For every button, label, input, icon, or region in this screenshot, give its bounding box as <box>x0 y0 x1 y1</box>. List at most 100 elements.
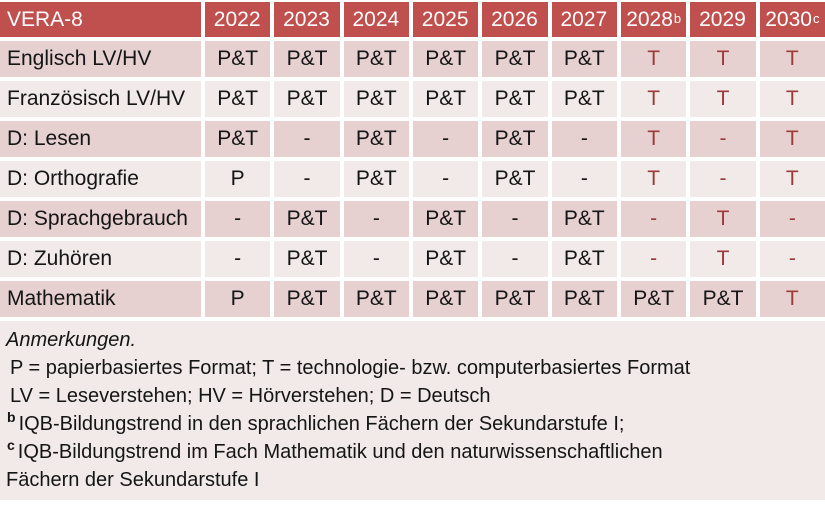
cell: P&T <box>551 241 617 277</box>
table-row-englisch: Englisch LV/HV P&T P&T P&T P&T P&T P&T T… <box>0 41 825 77</box>
row-label: D: Sprachgebrauch <box>0 201 201 237</box>
year-header-2027: 2027 <box>551 2 617 37</box>
cell: T <box>759 161 825 197</box>
year-label: 2024 <box>352 7 400 31</box>
cell: T <box>690 41 756 77</box>
table-title: VERA-8 <box>0 2 201 37</box>
cell: - <box>759 201 825 237</box>
year-header-2028: 2028 b <box>621 2 687 37</box>
table-row-franzoesisch: Französisch LV/HV P&T P&T P&T P&T P&T P&… <box>0 81 825 117</box>
year-label: 2028 <box>626 7 673 31</box>
cell: P&T <box>343 41 409 77</box>
notes-heading: Anmerkungen. <box>6 329 137 351</box>
cell: P&T <box>413 241 479 277</box>
row-label: Französisch LV/HV <box>0 81 201 117</box>
cell: P&T <box>413 201 479 237</box>
note-superscript: c <box>7 437 15 454</box>
cell: - <box>759 241 825 277</box>
cell: - <box>205 241 271 277</box>
cell: - <box>205 201 271 237</box>
cell: - <box>690 121 756 157</box>
table-row-d-lesen: D: Lesen P&T - P&T - P&T - T - T <box>0 121 825 157</box>
cell: P&T <box>551 81 617 117</box>
cell: P&T <box>274 41 340 77</box>
cell: - <box>551 161 617 197</box>
note-text: P = papierbasiertes Format; T = technolo… <box>10 357 691 379</box>
cell: P&T <box>343 121 409 157</box>
note-line-abbreviations: LV = Leseverstehen; HV = Hörverstehen; D… <box>6 382 721 410</box>
table-header-row: VERA-8 2022 2023 2024 2025 2026 2027 202… <box>0 2 825 37</box>
cell: - <box>274 161 340 197</box>
cell: P&T <box>343 161 409 197</box>
cell: P&T <box>482 281 548 317</box>
cell: - <box>690 161 756 197</box>
cell: P&T <box>343 281 409 317</box>
table-row-d-orthografie: D: Orthografie P - P&T - P&T - T - T <box>0 161 825 197</box>
cell: P&T <box>205 41 271 77</box>
row-label: D: Orthografie <box>0 161 201 197</box>
year-label: 2030 <box>765 7 812 31</box>
year-label: 2029 <box>699 7 746 31</box>
cell: - <box>621 201 687 237</box>
cell: P&T <box>413 281 479 317</box>
cell: T <box>690 201 756 237</box>
cell: - <box>482 241 548 277</box>
year-header-2022: 2022 <box>205 2 271 37</box>
cell: - <box>413 161 479 197</box>
cell: P&T <box>413 81 479 117</box>
year-header-2024: 2024 <box>343 2 409 37</box>
cell: T <box>759 281 825 317</box>
cell: - <box>274 121 340 157</box>
cell: P&T <box>551 201 617 237</box>
note-text: LV = Leseverstehen; HV = Hörverstehen; D… <box>10 385 491 407</box>
note-line-formats: P = papierbasiertes Format; T = technolo… <box>6 354 721 382</box>
cell: T <box>759 81 825 117</box>
year-label: 2023 <box>283 7 330 31</box>
year-header-2029: 2029 <box>690 2 756 37</box>
cell: P&T <box>551 281 617 317</box>
cell: - <box>343 241 409 277</box>
cell: - <box>343 201 409 237</box>
table-notes: Anmerkungen. P = papierbasiertes Format;… <box>0 321 825 500</box>
cell: P&T <box>274 281 340 317</box>
table-row-d-sprachgebrauch: D: Sprachgebrauch - P&T - P&T - P&T - T … <box>0 201 825 237</box>
cell: P&T <box>482 121 548 157</box>
row-label: D: Zuhören <box>0 241 201 277</box>
cell: P&T <box>205 121 271 157</box>
cell: - <box>413 121 479 157</box>
cell: P&T <box>482 161 548 197</box>
cell: - <box>621 241 687 277</box>
cell: P&T <box>413 41 479 77</box>
cell: T <box>759 41 825 77</box>
cell: P&T <box>274 201 340 237</box>
table-row-d-zuhoeren: D: Zuhören - P&T - P&T - P&T - T - <box>0 241 825 277</box>
cell: P&T <box>690 281 756 317</box>
cell: - <box>482 201 548 237</box>
row-label: Mathematik <box>0 281 201 317</box>
year-label: 2027 <box>560 7 608 31</box>
table-row-mathematik: Mathematik P P&T P&T P&T P&T P&T P&T P&T… <box>0 281 825 317</box>
cell: P&T <box>482 41 548 77</box>
year-header-2026: 2026 <box>482 2 548 37</box>
year-header-2023: 2023 <box>274 2 340 37</box>
cell: P&T <box>274 81 340 117</box>
cell: P&T <box>482 81 548 117</box>
cell: T <box>621 161 687 197</box>
note-text: IQB-Bildungstrend im Fach Mathematik und… <box>6 441 663 491</box>
cell: T <box>759 121 825 157</box>
cell: P&T <box>621 281 687 317</box>
cell: T <box>690 241 756 277</box>
cell: - <box>551 121 617 157</box>
year-label: 2026 <box>491 7 538 31</box>
year-header-2030: 2030 c <box>759 2 825 37</box>
note-superscript: b <box>7 409 16 426</box>
cell: P <box>205 281 271 317</box>
vera8-table: VERA-8 2022 2023 2024 2025 2026 2027 202… <box>0 2 825 317</box>
year-label: 2022 <box>213 7 261 31</box>
cell: P&T <box>274 241 340 277</box>
cell: P&T <box>551 41 617 77</box>
cell: T <box>621 41 687 77</box>
note-line-b: b IQB-Bildungstrend in den sprachlichen F… <box>6 410 721 438</box>
cell: T <box>621 121 687 157</box>
